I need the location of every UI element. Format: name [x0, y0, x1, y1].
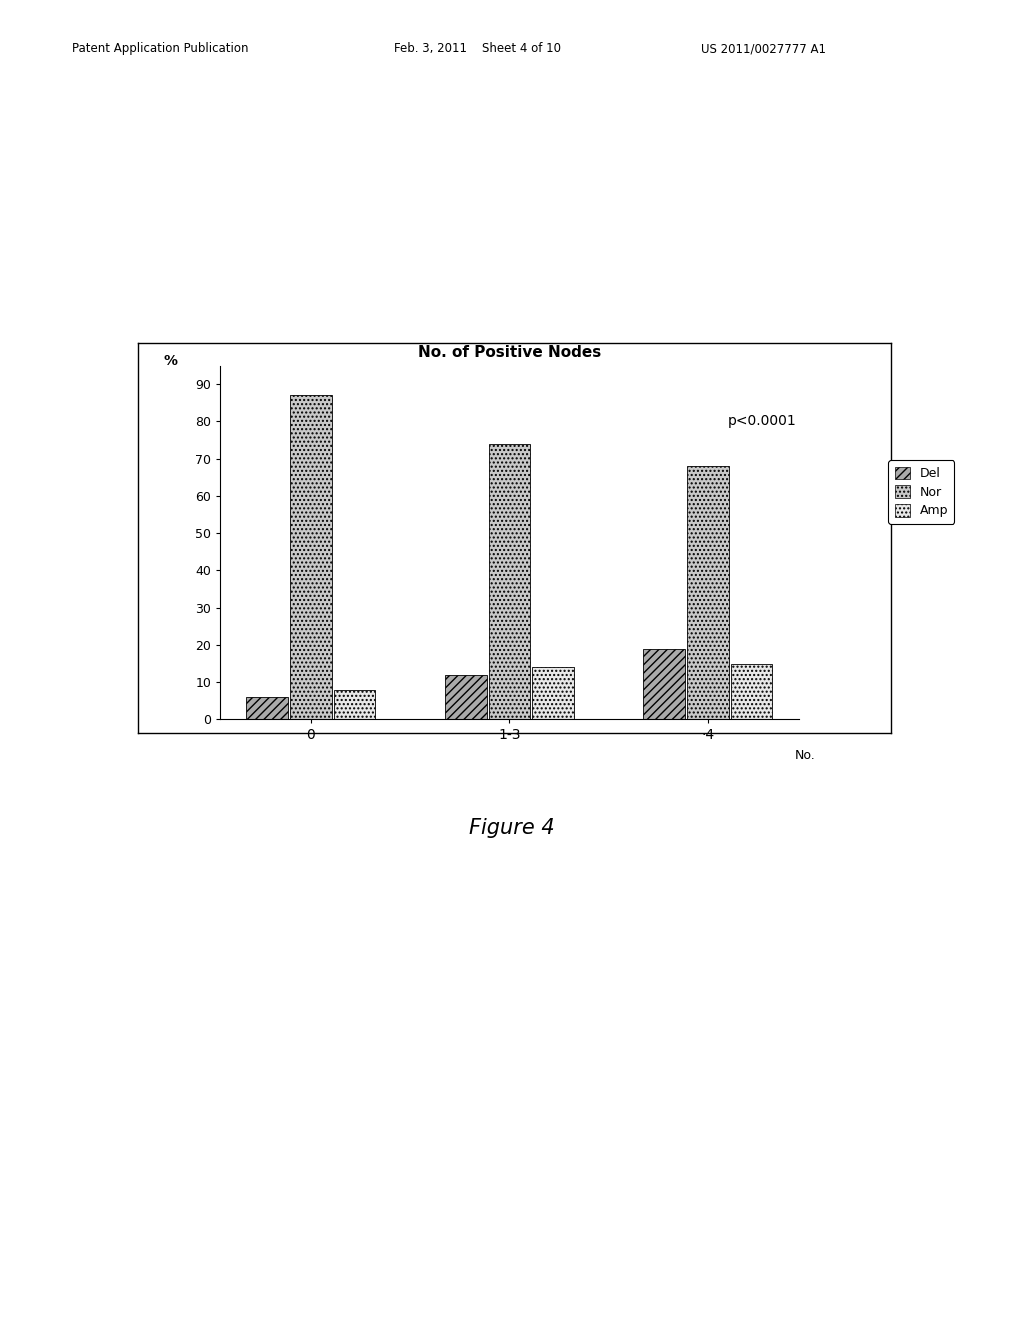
Bar: [290, 396, 332, 719]
Bar: [334, 689, 376, 719]
Text: Patent Application Publication: Patent Application Publication: [72, 42, 248, 55]
Bar: [643, 648, 685, 719]
Bar: [247, 697, 288, 719]
Text: No.: No.: [796, 750, 816, 762]
Bar: [532, 668, 573, 719]
Text: Feb. 3, 2011    Sheet 4 of 10: Feb. 3, 2011 Sheet 4 of 10: [394, 42, 561, 55]
Legend: Del, Nor, Amp: Del, Nor, Amp: [889, 461, 954, 524]
Text: Figure 4: Figure 4: [469, 818, 555, 838]
Bar: [731, 664, 772, 719]
Text: US 2011/0027777 A1: US 2011/0027777 A1: [701, 42, 826, 55]
Text: %: %: [164, 354, 178, 368]
Bar: [687, 466, 729, 719]
Bar: [445, 675, 486, 719]
Text: p<0.0001: p<0.0001: [728, 414, 797, 428]
Title: No. of Positive Nodes: No. of Positive Nodes: [418, 346, 601, 360]
Bar: [488, 444, 530, 719]
